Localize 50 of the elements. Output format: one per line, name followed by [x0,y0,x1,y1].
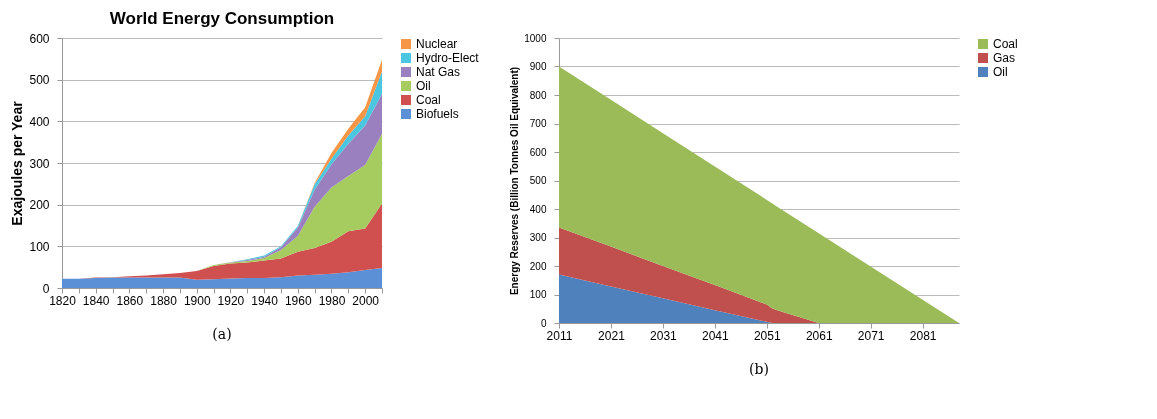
y-tick-label: 800 [529,89,547,101]
x-tick-label: 1880 [150,293,178,308]
x-tick-label: 1940 [251,293,279,308]
chart-title: World Energy Consumption [109,9,335,28]
y-tick-label: 400 [29,114,50,129]
x-tick-label: 1900 [183,293,211,308]
legend-label: Coal [416,93,441,107]
x-tick-label: 2061 [805,328,833,343]
x-tick-label: 2051 [753,328,781,343]
text: (a) [212,326,232,342]
y-tick-label: 700 [529,118,547,129]
y-tick-label: 600 [29,31,50,46]
text: (b) [749,361,769,377]
legend-label: Oil [416,79,431,93]
x-tick-label: 2041 [701,328,730,343]
legend-label: Biofuels [416,107,459,121]
x-tick-label: 1840 [82,293,110,308]
y-tick-label: 300 [29,156,50,171]
legend-label: Oil [993,65,1008,79]
legend-label: Hydro-Elect [416,51,480,65]
x-tick-label: 2000 [352,293,380,308]
y-tick-label: 200 [529,260,547,272]
y-tick-label: 300 [529,232,547,243]
y-tick-label: 500 [29,73,50,88]
x-tick-label: 2071 [857,328,885,343]
y-tick-label: 1000 [524,32,547,44]
x-tick-label: 1920 [217,293,245,308]
y-tick-label: 0 [540,317,547,329]
x-tick-label: 1980 [318,293,346,308]
x-tick-label: 1820 [49,293,77,308]
y-tick-label: 400 [529,203,547,215]
x-tick-label: 2081 [909,328,937,343]
y-axis-title: Exajoules per Year [9,100,26,226]
x-tick-label: 2031 [650,328,678,343]
y-tick-label: 100 [29,239,50,254]
y-tick-label: 100 [529,289,547,300]
legend-label: Nat Gas [416,65,461,79]
legend-label: Nuclear [416,37,458,51]
x-tick-label: 1960 [284,293,312,308]
x-tick-label: 2011 [546,328,573,343]
y-tick-label: 500 [529,175,547,186]
x-tick-label: 2021 [598,328,626,343]
legend-label: Coal [993,37,1018,51]
y-tick-label: 0 [42,281,50,296]
legend-label: Gas [993,51,1016,65]
y-tick-label: 900 [529,61,547,72]
y-tick-label: 200 [29,198,50,213]
y-axis-title: Energy Reserves (Billion Tonnes Oil Equivalent) [509,66,521,296]
x-tick-label: 1860 [116,293,144,308]
y-tick-label: 600 [529,146,547,158]
